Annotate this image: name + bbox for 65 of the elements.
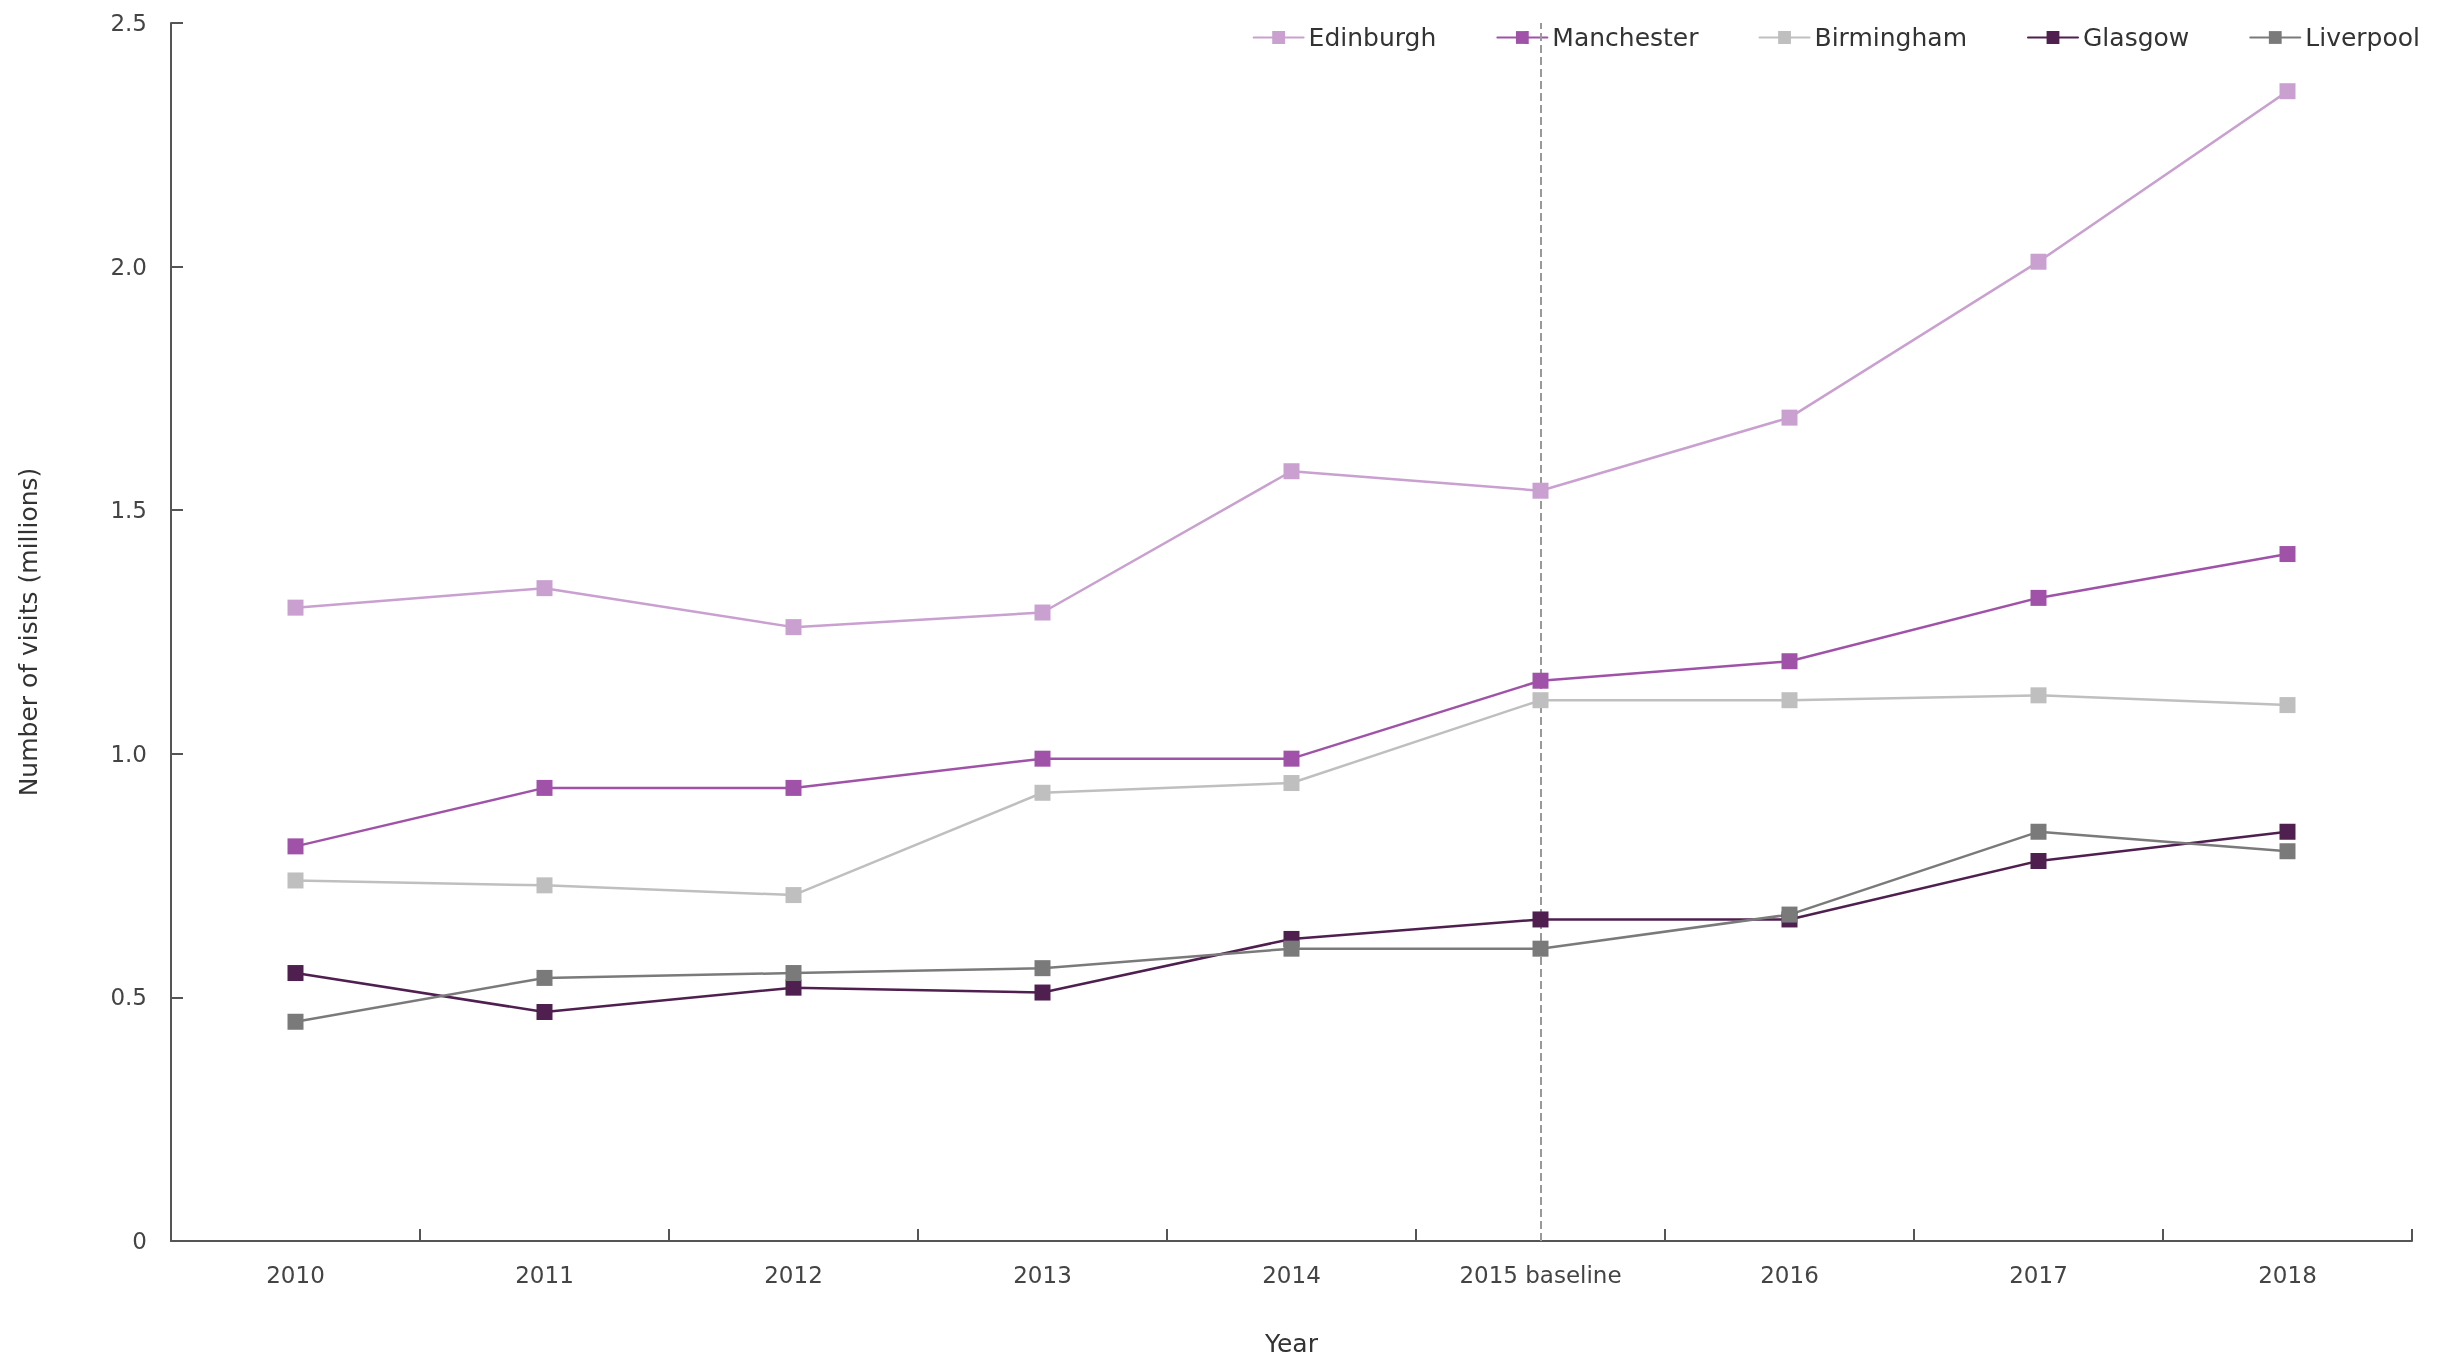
point	[2030, 852, 2047, 869]
point	[287, 599, 304, 616]
point	[785, 887, 802, 904]
point	[287, 872, 304, 889]
point	[1283, 775, 1300, 792]
point	[785, 965, 802, 982]
point	[1532, 911, 1549, 928]
x-tick-label: 2010	[266, 1261, 325, 1288]
point	[2279, 83, 2296, 100]
point	[1283, 750, 1300, 767]
x-tick-label: 2015 baseline	[1459, 1261, 1622, 1288]
x-tick-label: 2011	[515, 1261, 574, 1288]
point	[1532, 692, 1549, 709]
point	[785, 619, 802, 636]
point	[785, 979, 802, 996]
point	[1781, 906, 1798, 923]
y-tick-label: 0	[132, 1228, 147, 1254]
legend-label: Birmingham	[1814, 23, 1967, 52]
x-tick-label: 2013	[1013, 1261, 1072, 1288]
point	[785, 779, 802, 796]
legend-label: Glasgow	[2082, 23, 2190, 52]
point	[2279, 823, 2296, 840]
point	[1034, 604, 1051, 621]
point	[1532, 482, 1549, 499]
legend-label: Edinburgh	[1308, 23, 1437, 52]
point	[536, 580, 553, 597]
point	[2030, 589, 2047, 606]
legend-label: Liverpool	[2305, 23, 2420, 52]
x-tick-label: 2016	[1760, 1261, 1819, 1288]
point	[1034, 750, 1051, 767]
point	[2030, 253, 2047, 270]
y-tick-label: 2.5	[110, 10, 147, 36]
point	[1781, 653, 1798, 670]
x-tick-label: 2017	[2009, 1261, 2068, 1288]
point	[536, 779, 553, 796]
y-tick-label: 1.5	[110, 497, 147, 524]
x-tick-label: 2012	[764, 1261, 823, 1288]
point	[1781, 409, 1798, 426]
point	[1283, 940, 1300, 957]
point	[1034, 784, 1051, 801]
point	[287, 838, 304, 855]
point	[1034, 960, 1051, 977]
point	[2030, 687, 2047, 704]
x-tick-label: 2014	[1262, 1261, 1321, 1288]
y-tick-label: 1.0	[110, 740, 147, 767]
point	[2279, 546, 2296, 563]
x-axis-title: Year	[1264, 1329, 1319, 1358]
point	[1283, 463, 1300, 480]
point	[536, 1004, 553, 1021]
x-tick-label: 2018	[2258, 1261, 2317, 1288]
point	[536, 877, 553, 894]
point	[1532, 940, 1549, 957]
point	[2279, 843, 2296, 860]
point	[2279, 697, 2296, 714]
y-tick-label: 2.0	[110, 253, 147, 280]
point	[287, 1013, 304, 1030]
point	[1034, 984, 1051, 1001]
point	[1781, 692, 1798, 709]
point	[2030, 823, 2047, 840]
point	[536, 969, 553, 986]
point	[287, 965, 304, 982]
y-tick-label: 0.5	[110, 984, 147, 1011]
point	[1532, 672, 1549, 689]
y-axis-title: Number of visits (millions)	[14, 467, 43, 797]
legend-label: Manchester	[1552, 23, 1700, 52]
